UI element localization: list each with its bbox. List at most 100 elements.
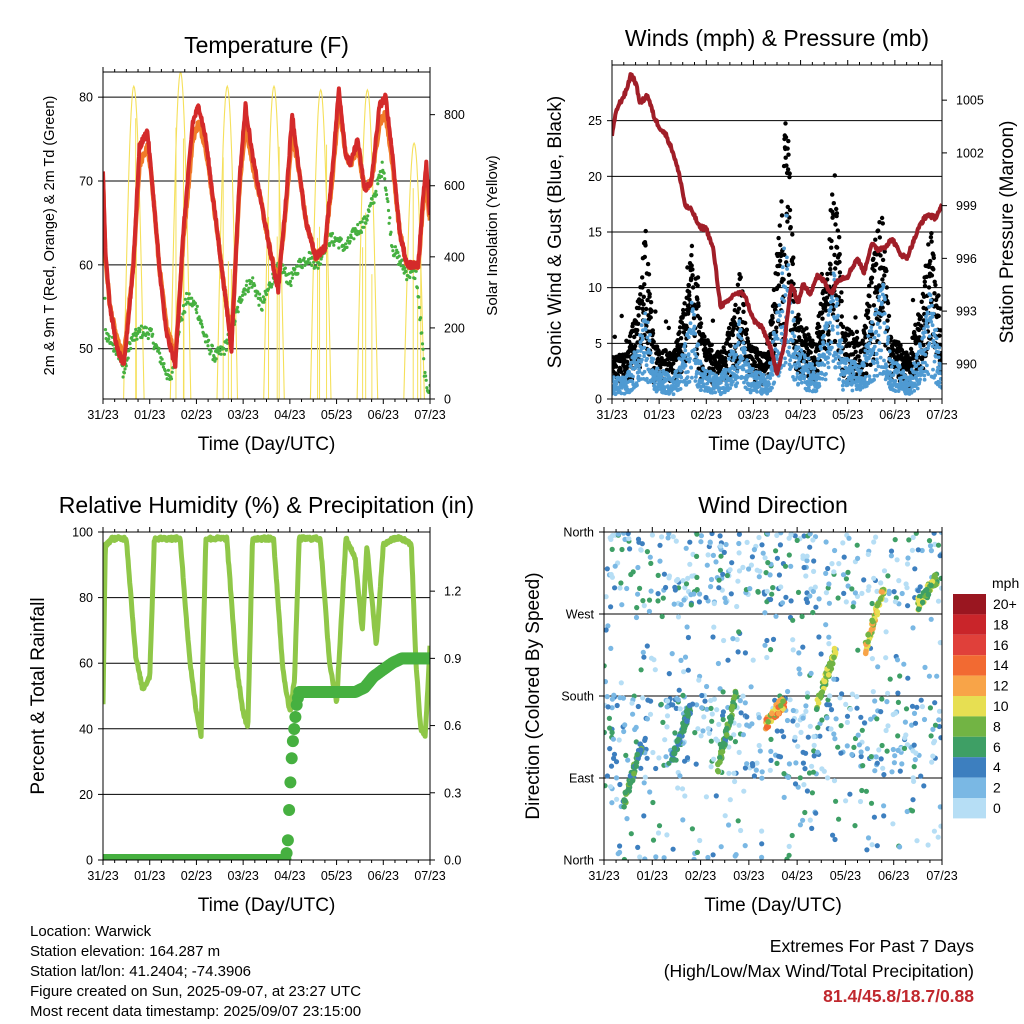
gust-point — [922, 283, 928, 289]
direction-streak-point — [714, 767, 721, 774]
direction-point — [859, 590, 865, 597]
wind-point — [738, 327, 743, 332]
wind-point — [719, 380, 723, 385]
direction-point — [720, 709, 727, 715]
wind-point — [780, 296, 784, 301]
direction-point — [803, 708, 809, 715]
gust-point — [772, 342, 778, 347]
direction-point — [684, 755, 691, 761]
dewpoint-point — [421, 347, 425, 351]
direction-point — [685, 634, 692, 641]
dewpoint-point — [403, 266, 407, 270]
direction-streak-point — [633, 763, 639, 770]
gust-point — [796, 312, 801, 317]
gust-point — [837, 259, 842, 265]
wind-point — [793, 351, 797, 355]
direction-point — [868, 716, 874, 722]
wind-point — [872, 335, 877, 340]
gust-point — [666, 325, 671, 331]
gust-point — [877, 318, 882, 323]
dewpoint-point — [396, 250, 400, 255]
direction-point — [612, 563, 618, 569]
direction-point — [699, 705, 705, 711]
dewpoint-point — [241, 293, 245, 297]
dewpoint-point — [218, 348, 222, 353]
dewpoint-point — [366, 214, 370, 218]
dewpoint-point — [291, 272, 295, 276]
direction-point — [931, 828, 938, 834]
dewpoint-point — [139, 324, 143, 328]
direction-point — [642, 774, 648, 780]
gust-point — [916, 327, 922, 333]
direction-point — [806, 770, 813, 776]
direction-point — [847, 791, 853, 797]
direction-point — [790, 637, 796, 643]
direction-point — [891, 589, 897, 595]
direction-point — [868, 754, 874, 760]
direction-point — [683, 581, 690, 587]
gust-point — [879, 215, 885, 221]
wind-point — [651, 357, 656, 361]
direction-point — [723, 541, 729, 548]
wind-point — [796, 381, 801, 386]
wind-point — [882, 358, 886, 363]
direction-point — [723, 599, 729, 606]
direction-point — [673, 538, 679, 544]
wind-point — [637, 363, 642, 368]
gust-point — [635, 340, 640, 345]
direction-point — [774, 760, 780, 767]
direction-point — [621, 728, 627, 735]
wind-point — [930, 315, 935, 319]
wind-point — [671, 376, 676, 380]
direction-point — [807, 593, 813, 599]
dewpoint-point — [103, 328, 108, 332]
gust-point — [869, 275, 875, 280]
direction-point — [680, 692, 686, 699]
gust-point — [776, 283, 782, 288]
wind-point — [912, 361, 916, 365]
direction-point — [841, 590, 847, 597]
direction-point — [905, 675, 911, 681]
dewpoint-point — [161, 365, 165, 369]
gust-point — [743, 331, 749, 337]
gust-point — [645, 297, 650, 303]
wind-point — [688, 321, 693, 326]
dewpoint-point — [259, 298, 263, 302]
dewpoint-point — [158, 351, 162, 355]
dewpoint-point — [397, 254, 401, 258]
direction-point — [675, 614, 682, 620]
direction-point — [644, 643, 650, 649]
direction-point — [736, 550, 742, 556]
direction-point — [773, 613, 779, 619]
gust-point — [936, 313, 941, 319]
direction-point — [790, 718, 796, 724]
direction-point — [863, 788, 870, 794]
gust-point — [698, 321, 704, 326]
direction-point — [897, 844, 903, 850]
direction-point — [852, 590, 859, 596]
rainfall-point — [280, 847, 293, 860]
gust-point — [877, 220, 882, 225]
wind-point — [737, 319, 742, 324]
direction-point — [706, 730, 712, 737]
direction-point — [623, 752, 629, 759]
dewpoint-point — [427, 389, 430, 394]
direction-point — [768, 757, 774, 764]
gust-point — [786, 138, 791, 144]
wind-point — [735, 381, 740, 385]
direction-point — [802, 809, 808, 816]
direction-point — [610, 736, 617, 742]
gust-point — [837, 270, 843, 275]
wind-point — [792, 334, 797, 339]
dewpoint-point — [194, 307, 198, 312]
direction-point — [656, 823, 663, 829]
direction-point — [705, 552, 711, 558]
wind-point — [939, 377, 942, 381]
gust-point — [929, 231, 934, 236]
solar-insolation-arch — [169, 72, 192, 399]
direction-point — [850, 604, 856, 610]
gust-point — [770, 320, 775, 325]
y2-tick-label: 999 — [956, 199, 977, 213]
dewpoint-point — [382, 171, 386, 175]
direction-point — [870, 689, 876, 695]
